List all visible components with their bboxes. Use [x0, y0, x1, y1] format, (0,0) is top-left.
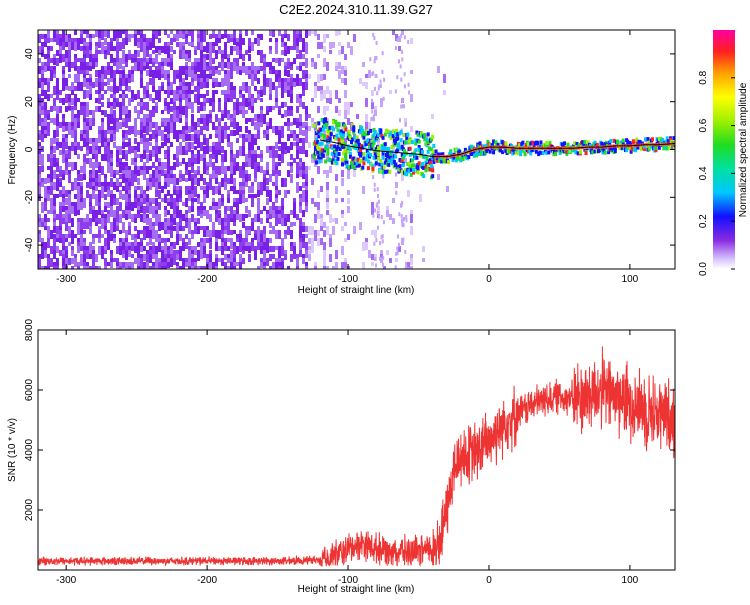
colorbar-tick-label: 0.4 [698, 166, 709, 180]
x-tick-label: -200 [197, 575, 217, 586]
trace-line [319, 139, 675, 158]
colorbar-tick-label: 0.8 [698, 70, 709, 84]
x-tick-label: -300 [56, 274, 76, 285]
spectrogram-heatmap [38, 30, 675, 269]
snr-series-line [38, 346, 675, 567]
x-tick-label: 0 [486, 274, 492, 285]
y-tick-label: 6000 [24, 378, 35, 401]
x-tick-label: 100 [622, 274, 639, 285]
y-tick-label: 4000 [24, 438, 35, 461]
y-tick-label: -40 [24, 237, 35, 252]
y-tick-label: 8000 [24, 318, 35, 341]
y-tick-label: 40 [24, 48, 35, 60]
snr-panel: -300 -200 -100 0 100 2000 4000 6000 8000 Height … [7, 318, 676, 595]
colorbar: 0.0 0.2 0.4 0.6 0.8 Normalized spectral ampl… [698, 30, 749, 276]
y-tick-label: 2000 [24, 498, 35, 521]
colorbar-tick-label: 0.0 [698, 262, 709, 276]
x-tick-label: 0 [486, 575, 492, 586]
snr-x-axis-label: Height of straight line (km) [298, 584, 415, 595]
x-tick-label: -100 [338, 274, 358, 285]
x-tick-label: -200 [197, 274, 217, 285]
x-tick-label: 100 [622, 575, 639, 586]
colorbar-gradient [713, 30, 735, 269]
x-tick-label: -100 [338, 575, 358, 586]
spectrogram-x-axis-label: Height of straight line (km) [298, 285, 415, 296]
snr-ticks: -300 -200 -100 0 100 2000 4000 6000 8000 [24, 318, 675, 586]
y-tick-label: 0 [24, 146, 35, 152]
colorbar-ticks: 0.0 0.2 0.4 0.6 0.8 [698, 70, 735, 276]
colorbar-label: Normalized spectral amplitude [738, 82, 749, 217]
figure-title: C2E2.2024.310.11.39.G27 [279, 2, 433, 17]
colorbar-tick-label: 0.6 [698, 118, 709, 132]
colorbar-tick-label: 0.2 [698, 214, 709, 228]
y-tick-label: 20 [24, 96, 35, 108]
snr-y-axis-label: SNR (10 * v/v) [7, 418, 18, 482]
spectrogram-y-axis-label: Frequency (Hz) [7, 116, 18, 185]
x-tick-label: -300 [56, 575, 76, 586]
y-tick-label: -20 [24, 190, 35, 205]
snr-plot-area [38, 346, 675, 567]
